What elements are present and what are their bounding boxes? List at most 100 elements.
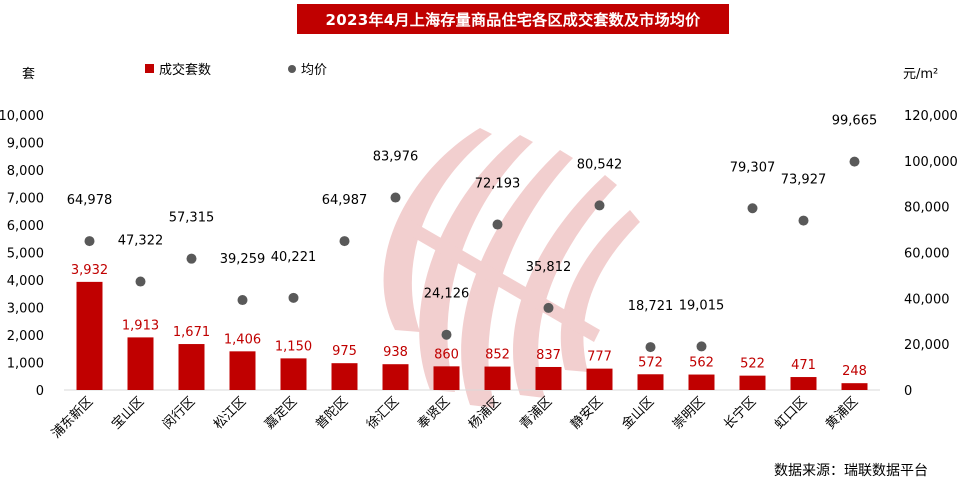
price-value-label: 19,015 xyxy=(679,298,725,313)
bar-value-label: 562 xyxy=(689,356,714,371)
bar xyxy=(790,377,817,390)
price-dot xyxy=(237,295,248,306)
bar xyxy=(433,366,460,390)
category-label: 嘉定区 xyxy=(262,394,300,432)
category-label: 徐汇区 xyxy=(364,394,402,432)
bar-value-label: 3,932 xyxy=(71,263,108,278)
left-axis-tick: 1,000 xyxy=(7,357,44,372)
price-value-label: 64,987 xyxy=(322,193,368,208)
source-note: 数据来源：瑞联数据平台 xyxy=(774,463,928,479)
price-value-label: 73,927 xyxy=(781,173,827,188)
bar-value-label: 471 xyxy=(791,358,816,373)
category-label: 闵行区 xyxy=(160,394,198,432)
price-value-label: 83,976 xyxy=(373,150,419,165)
right-axis-tick: 100,000 xyxy=(904,155,958,170)
bar xyxy=(76,281,103,390)
bar xyxy=(178,344,205,390)
bar-value-label: 975 xyxy=(332,344,357,359)
price-dot xyxy=(288,292,299,303)
legend-item-bar: 成交套数 xyxy=(145,59,211,78)
left-axis-tick: 9,000 xyxy=(7,137,44,152)
category-label: 黄浦区 xyxy=(823,394,861,432)
price-dot xyxy=(186,253,197,264)
left-axis-tick: 3,000 xyxy=(7,302,44,317)
category-label: 宝山区 xyxy=(109,394,147,432)
price-dot xyxy=(645,342,656,353)
category-label: 普陀区 xyxy=(312,394,351,433)
left-axis-tick: 7,000 xyxy=(7,192,44,207)
bar-value-label: 572 xyxy=(638,355,663,370)
price-value-label: 18,721 xyxy=(628,299,674,314)
legend-dot-label: 均价 xyxy=(301,63,328,78)
left-axis-tick: 10,000 xyxy=(0,109,44,124)
bar xyxy=(484,366,511,390)
left-axis-tick: 0 xyxy=(36,384,44,399)
price-value-label: 57,315 xyxy=(169,211,215,226)
bar xyxy=(127,337,154,390)
left-axis-tick: 8,000 xyxy=(7,164,44,179)
legend-bar-swatch xyxy=(145,64,154,73)
bar-value-label: 938 xyxy=(383,345,408,360)
right-axis-tick: 120,000 xyxy=(904,109,958,124)
category-label: 金山区 xyxy=(618,394,657,433)
price-dot xyxy=(747,203,758,214)
chart-title: 2023年4月上海存量商品住宅各区成交套数及市场均价 xyxy=(297,4,729,34)
price-dot xyxy=(84,236,95,247)
category-label: 青浦区 xyxy=(517,394,555,432)
price-dot xyxy=(849,156,860,167)
price-value-label: 40,221 xyxy=(271,250,317,265)
price-value-label: 80,542 xyxy=(577,157,623,172)
bar-value-label: 1,913 xyxy=(122,318,159,333)
left-axis-tick: 4,000 xyxy=(7,274,44,289)
legend-item-dot: 均价 xyxy=(288,59,327,78)
category-label: 奉贤区 xyxy=(415,394,453,432)
bar-value-label: 852 xyxy=(485,348,510,363)
right-axis-tick: 40,000 xyxy=(904,292,950,307)
left-axis-tick: 6,000 xyxy=(7,219,44,234)
bar xyxy=(739,375,766,390)
bar-value-label: 1,150 xyxy=(275,339,312,354)
price-dot xyxy=(594,200,605,211)
left-axis-tick: 5,000 xyxy=(7,247,44,262)
right-axis-tick: 0 xyxy=(904,384,912,399)
category-label: 浦东新区 xyxy=(48,394,96,442)
price-dot xyxy=(339,236,350,247)
right-axis-tick: 20,000 xyxy=(904,338,950,353)
category-label: 崇明区 xyxy=(670,394,708,432)
price-dot xyxy=(492,219,503,230)
left-axis-tick: 2,000 xyxy=(7,329,44,344)
price-dot xyxy=(390,192,401,203)
bar xyxy=(637,374,664,390)
price-value-label: 79,307 xyxy=(730,160,776,175)
price-dot xyxy=(543,302,554,313)
bar xyxy=(535,366,562,390)
bar-value-label: 248 xyxy=(842,364,867,379)
left-axis-unit: 套 xyxy=(22,67,36,82)
bar-value-label: 837 xyxy=(536,348,561,363)
price-dot xyxy=(135,276,146,287)
bar xyxy=(841,383,868,390)
price-dot xyxy=(696,341,707,352)
price-value-label: 24,126 xyxy=(424,287,470,302)
legend-dot-swatch xyxy=(288,64,296,73)
price-value-label: 72,193 xyxy=(475,177,521,192)
bar xyxy=(382,364,409,390)
right-axis-tick: 60,000 xyxy=(904,247,950,262)
bar xyxy=(586,368,613,390)
price-value-label: 47,322 xyxy=(118,234,164,249)
bar-value-label: 1,406 xyxy=(224,332,261,347)
price-value-label: 99,665 xyxy=(832,114,878,129)
legend-bar-label: 成交套数 xyxy=(159,63,212,78)
category-label: 长宁区 xyxy=(720,394,759,433)
right-axis-tick: 80,000 xyxy=(904,201,950,216)
bar-value-label: 860 xyxy=(434,347,459,362)
price-dot xyxy=(441,329,452,340)
category-label: 松江区 xyxy=(211,394,249,432)
right-axis-unit: 元/m² xyxy=(903,67,939,82)
bar xyxy=(688,374,715,390)
bar xyxy=(280,358,307,390)
bar-value-label: 522 xyxy=(740,357,765,372)
bar xyxy=(229,351,256,390)
price-value-label: 35,812 xyxy=(526,260,572,275)
